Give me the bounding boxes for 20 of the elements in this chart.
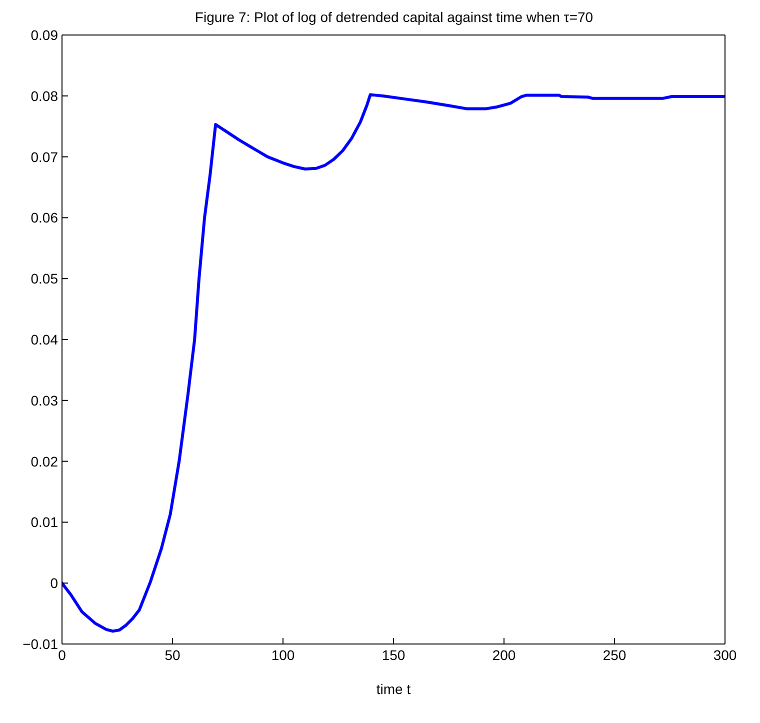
line-series [62,93,725,633]
y-tick-label: 0.02 [30,453,58,470]
x-tick-label: 250 [602,646,626,663]
y-tick-label: 0.03 [30,392,58,408]
y-tick-label: 0.09 [30,26,58,43]
x-tick-label: 100 [271,646,295,663]
x-axis-title: time t [376,681,411,697]
y-tick-label: 0.07 [30,148,58,165]
y-tick-label: 0.08 [30,88,58,104]
chart-title: Figure 7: Plot of log of detrended capital against time when τ=70 [194,8,594,26]
x-tick-label: 300 [713,646,737,663]
x-tick-label: 50 [164,646,180,663]
y-tick-label: 0.05 [30,270,58,287]
y-tick-label: 0.01 [30,514,58,530]
y-tick-label: −0.01 [22,636,58,652]
x-tick-label: 200 [492,646,516,663]
y-tick-label: 0.06 [30,210,58,226]
y-tick-label: 0.04 [30,331,58,348]
y-tick-label: 0 [50,575,58,592]
x-tick-label: 150 [382,646,406,663]
